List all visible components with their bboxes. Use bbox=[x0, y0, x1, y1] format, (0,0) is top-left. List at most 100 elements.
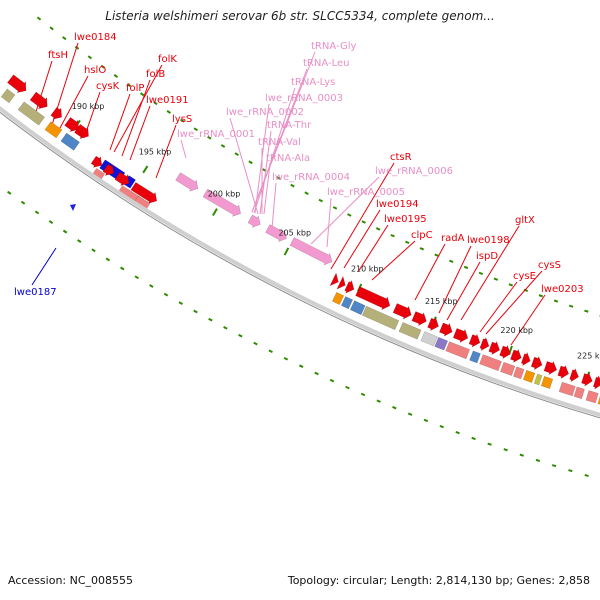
cog-block bbox=[445, 341, 470, 360]
tick-mark-inner bbox=[276, 176, 281, 180]
cds-forward bbox=[592, 375, 600, 390]
tick-mark-outer bbox=[314, 371, 319, 376]
tick-mark-inner bbox=[304, 191, 309, 195]
label-leader bbox=[229, 117, 259, 215]
cog-block bbox=[597, 395, 600, 405]
gene-label: folK bbox=[158, 54, 177, 65]
tick-mark-outer bbox=[238, 333, 243, 338]
cds-forward bbox=[74, 123, 89, 140]
tick-mark-inner bbox=[419, 247, 425, 251]
cds-forward bbox=[479, 336, 490, 352]
cds-forward bbox=[7, 74, 27, 94]
label-leader bbox=[271, 182, 277, 229]
tick-mark-outer bbox=[149, 284, 154, 288]
cog-block bbox=[500, 361, 516, 376]
tick-mark-outer bbox=[253, 341, 258, 346]
gene-label: lwe0195 bbox=[384, 214, 427, 225]
tick-mark-outer bbox=[77, 239, 82, 243]
tick-mark-inner bbox=[584, 309, 589, 313]
tick-mark-inner bbox=[207, 135, 212, 140]
tick-mark-inner bbox=[478, 271, 484, 276]
label-leader bbox=[113, 64, 163, 153]
tick-mark-outer bbox=[48, 220, 54, 225]
tick-mark-inner bbox=[463, 265, 469, 270]
tick-mark-outer bbox=[298, 364, 304, 368]
tick-mark-inner bbox=[62, 36, 67, 41]
label-leader bbox=[31, 247, 57, 286]
tick-mark-outer bbox=[268, 349, 273, 354]
cds-forward bbox=[468, 333, 481, 348]
gene-label: tRNA-Thr bbox=[267, 120, 312, 131]
label-leader bbox=[446, 261, 481, 321]
gene-label: lwe_rRNA_0004 bbox=[272, 172, 350, 183]
tick-mark-inner bbox=[523, 288, 529, 293]
tick-mark-inner bbox=[126, 83, 132, 88]
gene-label: lwe0198 bbox=[467, 235, 510, 246]
cds-forward bbox=[392, 303, 412, 320]
gene-label: tRNA-Val bbox=[258, 137, 301, 148]
tick-mark-outer bbox=[178, 301, 183, 305]
cog-block bbox=[558, 381, 576, 397]
tick-mark-inner bbox=[100, 64, 106, 69]
label-leader bbox=[129, 105, 151, 161]
tick-mark-inner bbox=[220, 144, 226, 148]
tick-mark-inner bbox=[568, 304, 574, 308]
tick-mark-outer bbox=[360, 392, 366, 397]
gene-label: clpC bbox=[411, 230, 433, 241]
tick-mark-inner bbox=[153, 101, 158, 106]
scale-label: 210 kbp bbox=[351, 264, 384, 273]
cds-forward bbox=[439, 322, 453, 337]
tick-mark-inner bbox=[449, 259, 454, 264]
tick-mark-outer bbox=[503, 448, 508, 452]
label-leader bbox=[180, 139, 187, 159]
tick-mark-outer bbox=[7, 190, 12, 195]
gene-label: ftsH bbox=[48, 50, 68, 61]
rna-feature bbox=[247, 214, 261, 228]
label-leader bbox=[59, 75, 89, 129]
cog-block bbox=[340, 296, 354, 310]
cog-block bbox=[60, 132, 80, 151]
scale-labels: 190 kbp 195 kbp 200 kbp 205 kbp 210 kbp 215 k… bbox=[72, 102, 600, 360]
cog-block bbox=[573, 386, 585, 400]
tick-mark-inner bbox=[434, 253, 439, 257]
rna-feature bbox=[202, 188, 241, 217]
label-lines bbox=[31, 42, 546, 346]
label-leader bbox=[510, 294, 546, 346]
tick-mark-outer bbox=[535, 458, 541, 463]
tick-mark-inner bbox=[553, 299, 559, 303]
cog-block bbox=[522, 369, 536, 383]
tick-mark-outer bbox=[455, 430, 460, 435]
tick-mark-outer bbox=[423, 418, 429, 423]
gene-label: lwe_rRNA_0003 bbox=[265, 93, 343, 104]
label-leader bbox=[121, 79, 151, 157]
tick-mark-inner bbox=[87, 55, 93, 60]
label-leader bbox=[357, 224, 389, 273]
label-leader bbox=[109, 93, 131, 151]
cds-forward bbox=[569, 367, 579, 383]
tick-mark-inner bbox=[508, 283, 514, 287]
tick-mark-outer bbox=[439, 424, 444, 429]
tick-mark-outer bbox=[487, 442, 492, 446]
rna-feature bbox=[265, 224, 287, 243]
scale-ticks bbox=[7, 16, 600, 478]
gene-label: lwe0184 bbox=[74, 32, 117, 43]
gene-label: lwe_rRNA_0005 bbox=[327, 187, 405, 198]
label-leader bbox=[414, 243, 446, 301]
tick-mark-outer bbox=[345, 385, 350, 390]
cds-forward bbox=[50, 107, 62, 120]
tick-mark-inner bbox=[290, 183, 295, 188]
cds-forward bbox=[64, 116, 79, 133]
cds-forward bbox=[130, 181, 158, 204]
cds-forward bbox=[499, 344, 511, 360]
label-leader bbox=[343, 209, 381, 269]
cds-forward bbox=[355, 286, 391, 311]
gene-label: lysS bbox=[172, 114, 192, 125]
tick-mark-inner bbox=[390, 233, 395, 238]
cog-block bbox=[0, 88, 16, 104]
summary-text: Topology: circular; Length: 2,814,130 bp… bbox=[287, 574, 590, 587]
tick-mark-outer bbox=[62, 229, 68, 234]
accession-text: Accession: NC_008555 bbox=[8, 574, 134, 587]
cds-forward bbox=[530, 355, 543, 371]
gene-label: lwe0194 bbox=[376, 199, 419, 210]
